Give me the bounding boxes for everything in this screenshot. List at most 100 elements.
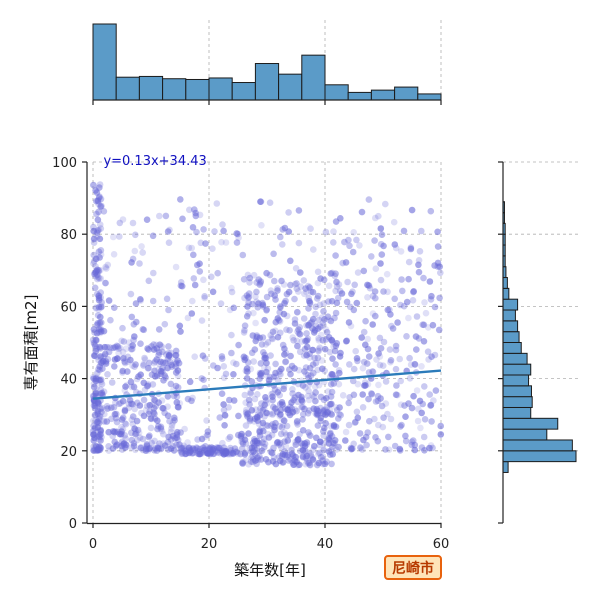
scatter-point — [122, 345, 130, 353]
scatter-point — [335, 415, 342, 422]
scatter-point — [357, 444, 364, 451]
scatter-point — [110, 404, 118, 411]
scatter-point — [350, 365, 358, 373]
scatter-point — [189, 394, 196, 402]
scatter-point — [156, 212, 163, 220]
scatter-point — [121, 432, 129, 439]
x-axis-title: 築年数[年] — [234, 561, 306, 579]
scatter-point — [94, 197, 102, 205]
scatter-point — [113, 418, 121, 426]
scatter-point — [250, 271, 258, 279]
scatter-point — [322, 326, 330, 333]
scatter-point — [253, 460, 260, 468]
scatter-point — [111, 411, 119, 418]
scatter-point — [320, 300, 328, 307]
scatter-point — [154, 444, 162, 452]
scatter-point — [118, 337, 125, 345]
scatter-point — [377, 240, 385, 248]
scatter-point — [293, 337, 301, 345]
scatter-point — [108, 404, 115, 412]
scatter-point — [268, 449, 276, 457]
scatter-point — [285, 209, 292, 216]
scatter-point — [269, 335, 276, 343]
x-tick-label: 60 — [433, 537, 450, 552]
scatter-point — [173, 351, 180, 359]
scatter-point — [281, 438, 288, 445]
scatter-point — [159, 404, 166, 412]
scatter-point — [363, 360, 371, 367]
scatter-point — [257, 198, 264, 205]
scatter-point — [188, 310, 196, 317]
scatter-point — [97, 247, 105, 254]
scatter-point — [239, 251, 247, 259]
scatter-point — [160, 430, 167, 438]
scatter-point — [217, 300, 225, 307]
scatter-point — [263, 307, 270, 314]
scatter-point — [428, 418, 435, 425]
scatter-point — [176, 322, 184, 330]
scatter-point — [274, 287, 281, 294]
y-tick-label: 80 — [60, 228, 77, 243]
scatter-point — [90, 239, 98, 246]
scatter-point — [330, 343, 337, 350]
scatter-point — [323, 328, 331, 336]
scatter-point — [428, 292, 435, 300]
scatter-point — [267, 352, 274, 359]
scatter-point — [103, 418, 111, 425]
scatter-point — [295, 207, 303, 214]
right-hist-bar — [502, 439, 573, 452]
scatter-point — [253, 298, 260, 306]
scatter-point — [303, 337, 311, 344]
scatter-point — [434, 243, 442, 250]
scatter-point — [416, 248, 424, 255]
scatter-point — [353, 299, 361, 307]
scatter-point — [164, 393, 172, 400]
scatter-point — [356, 242, 363, 249]
scatter-point — [385, 433, 392, 441]
scatter-point — [320, 446, 327, 454]
scatter-point — [297, 447, 304, 455]
scatter-point — [349, 248, 357, 256]
scatter-point — [346, 361, 353, 368]
scatter-point — [368, 390, 376, 398]
scatter-point — [165, 433, 172, 441]
scatter-point — [171, 417, 178, 424]
scatter-point — [272, 360, 279, 368]
scatter-point — [302, 454, 310, 462]
scatter-point — [287, 257, 294, 265]
scatter-point — [294, 342, 301, 350]
scatter-point — [315, 347, 322, 355]
scatter-point — [246, 417, 254, 425]
scatter-point — [129, 413, 137, 420]
scatter-point — [167, 380, 175, 388]
scatter-point — [159, 440, 167, 447]
scatter-point — [320, 440, 328, 447]
scatter-point — [172, 382, 180, 390]
scatter-point — [248, 349, 256, 357]
scatter-point — [95, 292, 103, 300]
scatter-point — [409, 297, 417, 304]
top-hist-bar — [231, 82, 256, 101]
scatter-point — [402, 432, 409, 440]
scatter-point — [276, 457, 284, 465]
scatter-point — [294, 308, 301, 316]
scatter-point — [95, 208, 102, 216]
scatter-point — [99, 391, 106, 399]
scatter-point — [315, 407, 322, 415]
scatter-point — [276, 370, 284, 378]
scatter-point — [264, 339, 272, 346]
scatter-point — [94, 432, 101, 439]
scatter-point — [97, 313, 104, 321]
scatter-point — [102, 263, 109, 271]
scatter-point — [305, 305, 312, 312]
scatter-point — [301, 368, 308, 375]
scatter-point — [320, 428, 327, 435]
scatter-point — [90, 326, 98, 333]
scatter-point — [409, 437, 417, 444]
scatter-point — [91, 411, 99, 419]
scatter-point — [127, 290, 135, 298]
scatter-point — [150, 269, 157, 277]
scatter-point — [305, 321, 313, 328]
scatter-point — [398, 421, 405, 429]
scatter-point — [145, 364, 152, 372]
